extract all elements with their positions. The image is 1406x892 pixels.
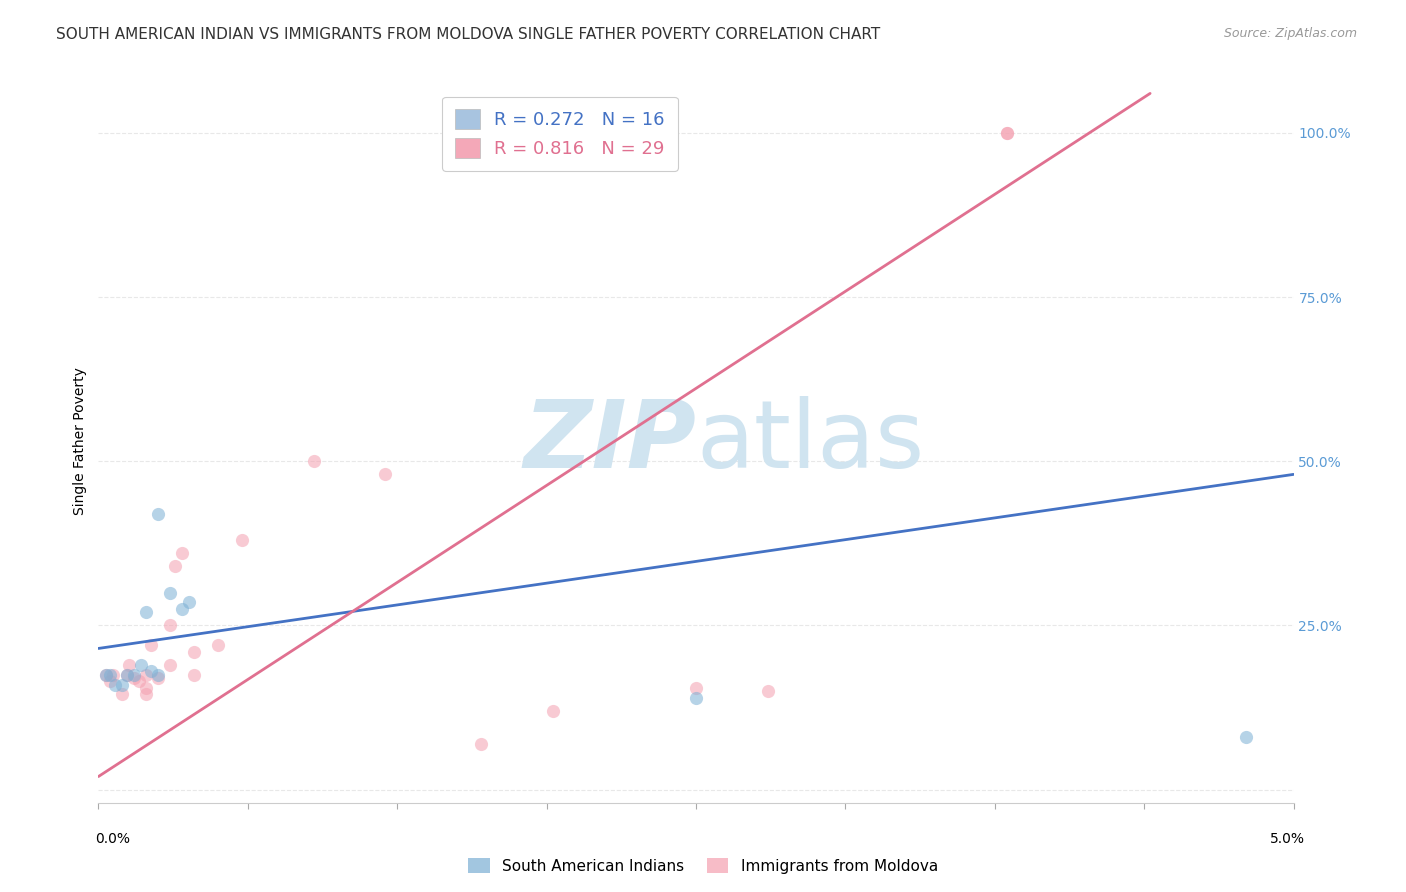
Point [135,605,157,619]
Point [139,665,162,679]
Point [135,681,157,695]
Point [159,618,181,632]
Point [139,638,162,652]
Point [148,667,170,681]
Point [172,546,194,560]
Point [685,681,707,695]
Point [94,667,117,681]
Point [183,667,205,681]
Point [115,667,138,681]
Point [541,704,564,718]
Point [135,687,157,701]
Point [98,674,122,689]
Point [163,559,186,574]
Point [131,657,153,672]
Point [179,595,201,609]
Point [302,454,325,468]
Point [159,585,181,599]
Point [995,126,1018,140]
Text: ZIP: ZIP [523,395,696,488]
Point [111,677,134,691]
Point [172,602,194,616]
Point [685,690,707,705]
Text: Source: ZipAtlas.com: Source: ZipAtlas.com [1223,27,1357,40]
Point [183,645,205,659]
Point [98,667,122,681]
Legend: R = 0.272   N = 16, R = 0.816   N = 29: R = 0.272 N = 16, R = 0.816 N = 29 [441,96,678,170]
Text: atlas: atlas [696,395,924,488]
Point [115,667,138,681]
Point [159,657,181,672]
Point [995,126,1018,140]
Point [1234,730,1257,744]
Text: 0.0%: 0.0% [96,832,131,846]
Y-axis label: Single Father Poverty: Single Father Poverty [73,368,87,516]
Point [148,507,170,521]
Point [118,657,141,672]
Point [104,677,127,691]
Point [231,533,253,547]
Point [207,638,229,652]
Text: SOUTH AMERICAN INDIAN VS IMMIGRANTS FROM MOLDOVA SINGLE FATHER POVERTY CORRELATI: SOUTH AMERICAN INDIAN VS IMMIGRANTS FROM… [56,27,880,42]
Point [470,737,492,751]
Legend: South American Indians, Immigrants from Moldova: South American Indians, Immigrants from … [463,852,943,880]
Point [94,667,117,681]
Point [124,671,146,685]
Point [374,467,396,482]
Point [101,667,124,681]
Point [148,671,170,685]
Point [135,667,157,681]
Point [756,684,779,698]
Point [111,687,134,701]
Point [124,667,146,681]
Text: 5.0%: 5.0% [1270,832,1305,846]
Point [128,674,150,689]
